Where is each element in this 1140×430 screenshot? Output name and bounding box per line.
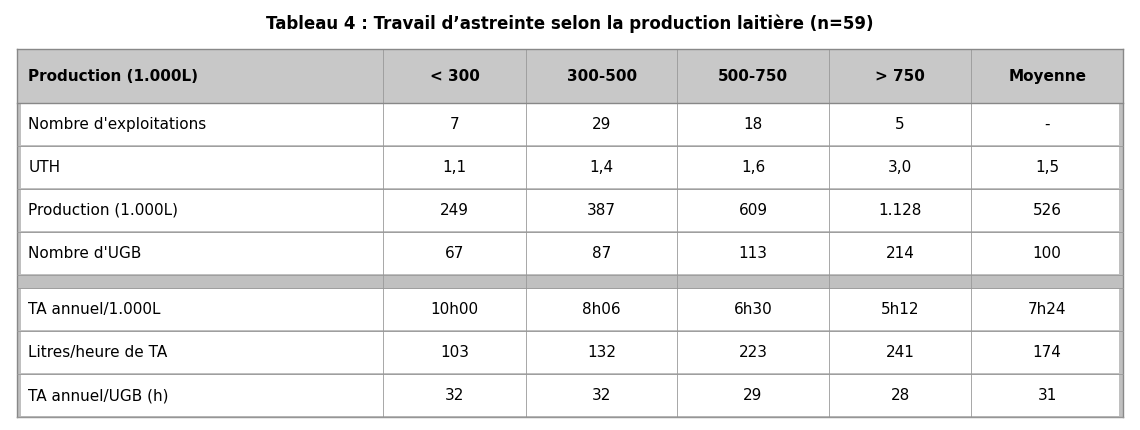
Text: 32: 32 — [445, 388, 464, 403]
Text: 103: 103 — [440, 345, 469, 360]
Text: 67: 67 — [445, 246, 464, 261]
Text: 87: 87 — [592, 246, 611, 261]
Text: 500-750: 500-750 — [718, 69, 788, 83]
Text: Production (1.000L): Production (1.000L) — [28, 69, 198, 83]
Text: TA annuel/UGB (h): TA annuel/UGB (h) — [28, 388, 169, 403]
Text: -: - — [1044, 117, 1050, 132]
Text: 609: 609 — [739, 203, 767, 218]
Text: 241: 241 — [886, 345, 914, 360]
Text: 29: 29 — [743, 388, 763, 403]
Text: 249: 249 — [440, 203, 469, 218]
Text: 8h06: 8h06 — [583, 302, 621, 317]
Text: 132: 132 — [587, 345, 616, 360]
Text: 1,6: 1,6 — [741, 160, 765, 175]
Text: 387: 387 — [587, 203, 616, 218]
Text: 28: 28 — [890, 388, 910, 403]
Text: 7h24: 7h24 — [1028, 302, 1066, 317]
Text: 214: 214 — [886, 246, 914, 261]
Text: 113: 113 — [739, 246, 767, 261]
Text: 18: 18 — [743, 117, 763, 132]
Bar — [21, 233, 1119, 274]
Bar — [21, 147, 1119, 187]
Text: Tableau 4 : Travail d’astreinte selon la production laitière (n=59): Tableau 4 : Travail d’astreinte selon la… — [267, 14, 873, 33]
Bar — [21, 104, 1119, 144]
Text: 1,1: 1,1 — [442, 160, 466, 175]
Text: TA annuel/1.000L: TA annuel/1.000L — [28, 302, 161, 317]
Bar — [21, 289, 1119, 330]
Text: 5h12: 5h12 — [881, 302, 919, 317]
Text: Production (1.000L): Production (1.000L) — [28, 203, 179, 218]
Text: Moyenne: Moyenne — [1008, 69, 1086, 83]
Text: Nombre d'UGB: Nombre d'UGB — [28, 246, 141, 261]
Text: 29: 29 — [592, 117, 611, 132]
Text: 31: 31 — [1037, 388, 1057, 403]
Text: 6h30: 6h30 — [734, 302, 773, 317]
Text: Litres/heure de TA: Litres/heure de TA — [28, 345, 168, 360]
Text: 10h00: 10h00 — [431, 302, 479, 317]
Bar — [17, 49, 1123, 417]
Text: 300-500: 300-500 — [567, 69, 637, 83]
Text: > 750: > 750 — [876, 69, 925, 83]
Text: UTH: UTH — [28, 160, 60, 175]
Text: 100: 100 — [1033, 246, 1061, 261]
Text: 174: 174 — [1033, 345, 1061, 360]
Text: 7: 7 — [450, 117, 459, 132]
Text: 5: 5 — [895, 117, 905, 132]
Text: 526: 526 — [1033, 203, 1061, 218]
Bar — [21, 332, 1119, 373]
Text: 1.128: 1.128 — [879, 203, 922, 218]
Text: 1,4: 1,4 — [589, 160, 613, 175]
Text: 1,5: 1,5 — [1035, 160, 1059, 175]
Text: < 300: < 300 — [430, 69, 480, 83]
Text: 32: 32 — [592, 388, 611, 403]
Bar — [17, 49, 1123, 103]
Text: Nombre d'exploitations: Nombre d'exploitations — [28, 117, 206, 132]
Bar — [21, 190, 1119, 230]
Bar — [21, 375, 1119, 416]
Text: 223: 223 — [739, 345, 767, 360]
Text: 3,0: 3,0 — [888, 160, 912, 175]
